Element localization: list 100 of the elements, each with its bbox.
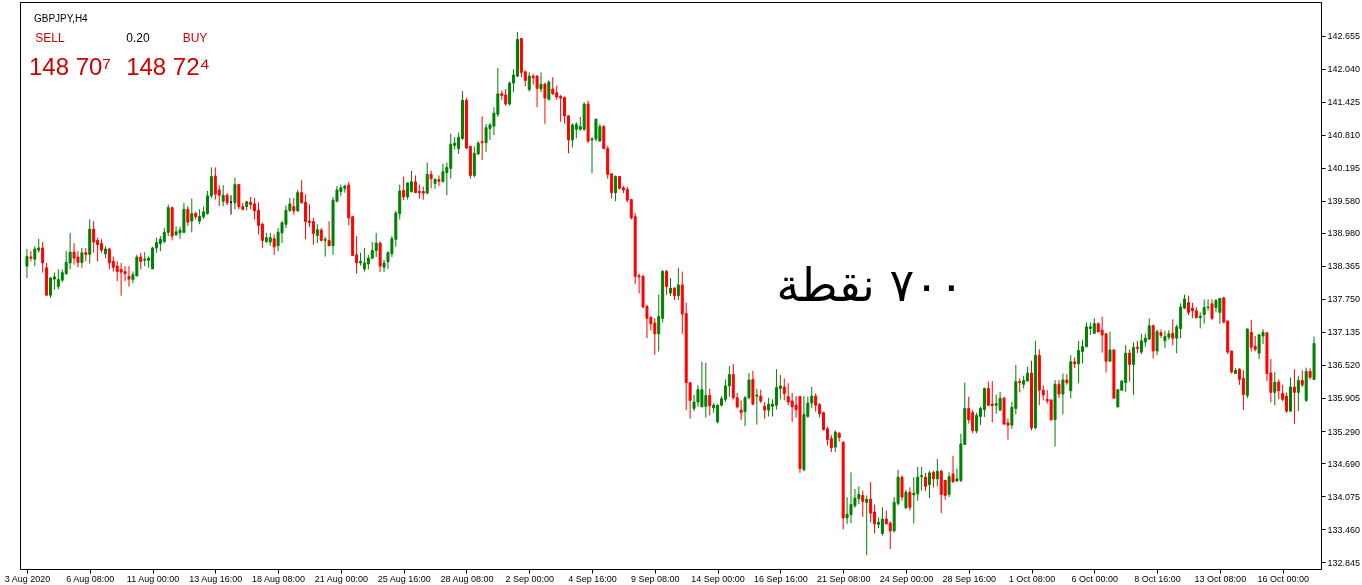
candlestick xyxy=(484,123,488,153)
candlestick xyxy=(425,162,429,195)
candlestick xyxy=(814,392,818,413)
candlestick xyxy=(1057,379,1061,399)
candlestick xyxy=(437,174,441,187)
candlestick xyxy=(56,268,60,290)
candlestick xyxy=(935,458,939,487)
candlestick xyxy=(80,247,84,269)
x-tick-label: 18 Aug 08:00 xyxy=(252,573,306,584)
y-tick-label: 133.460 xyxy=(1327,524,1361,535)
candlestick xyxy=(951,455,955,483)
candlestick xyxy=(861,490,865,518)
candlestick xyxy=(869,481,873,523)
y-tick-label: 140.810 xyxy=(1327,130,1361,141)
candlestick xyxy=(378,240,382,273)
candlestick xyxy=(1171,318,1175,346)
y-tick-label: 138.365 xyxy=(1327,261,1361,272)
x-tick-label: 13 Aug 16:00 xyxy=(189,573,243,584)
candlestick xyxy=(327,220,331,247)
candlestick xyxy=(221,184,225,207)
candlestick xyxy=(433,178,437,190)
y-tick-label: 132.845 xyxy=(1327,557,1361,568)
y-tick-label: 142.655 xyxy=(1327,31,1361,42)
annotation: 0.20 xyxy=(126,31,150,45)
candlestick xyxy=(1249,319,1253,353)
text: GBPJPY,H4 xyxy=(33,13,89,24)
x-tick-label: 25 Aug 16:00 xyxy=(377,573,431,584)
candlestick xyxy=(920,466,924,492)
candlestick xyxy=(908,486,912,511)
candlestick xyxy=(25,248,29,279)
candlestick xyxy=(1061,373,1065,415)
y-tick-label: 135.905 xyxy=(1327,393,1361,404)
candlestick xyxy=(782,377,786,401)
candlestick xyxy=(311,217,315,246)
candlestick xyxy=(849,471,853,524)
candlestick xyxy=(174,225,178,237)
candlestick xyxy=(535,74,539,108)
candlestick xyxy=(33,245,37,267)
candlestick xyxy=(727,365,731,398)
x-tick-label: 11 Aug 00:00 xyxy=(126,573,180,584)
candlestick xyxy=(1084,322,1088,348)
x-tick-label: 14 Sep 00:00 xyxy=(691,573,745,584)
candlestick xyxy=(559,94,563,123)
candlestick xyxy=(315,223,319,244)
candlestick xyxy=(900,475,904,502)
candlestick xyxy=(429,170,433,189)
candlestick xyxy=(904,489,908,510)
candlestick xyxy=(1163,330,1167,349)
candlestick xyxy=(213,166,217,201)
candlestick xyxy=(547,79,551,102)
candlestick xyxy=(676,267,680,301)
candlestick xyxy=(880,506,884,537)
candlestick xyxy=(982,387,986,418)
y-tick-label: 134.690 xyxy=(1327,458,1361,469)
candlestick xyxy=(1218,297,1222,325)
candlestick xyxy=(857,485,861,505)
candlestick xyxy=(72,242,76,266)
candlestick xyxy=(237,184,241,210)
candlestick xyxy=(1285,391,1289,414)
candlestick xyxy=(1296,375,1300,412)
x-tick-label: 13 Oct 08:00 xyxy=(1194,573,1247,584)
x-tick-label: 21 Aug 00:00 xyxy=(314,573,368,584)
candlestick xyxy=(774,368,778,411)
x-tick-label: 6 Aug 08:00 xyxy=(66,573,115,584)
candlestick xyxy=(986,381,990,407)
x-tick-label: 1 Oct 08:00 xyxy=(1008,573,1056,584)
candlestick xyxy=(888,520,892,550)
annotation: BUY xyxy=(182,31,208,45)
candlestick xyxy=(653,317,657,356)
candlestick xyxy=(119,262,123,297)
candlestick xyxy=(402,176,406,201)
candlestick xyxy=(1155,329,1159,356)
annotation: ٧٠٠ نقطة xyxy=(776,258,964,312)
x-tick-label: 28 Sep 16:00 xyxy=(942,573,997,584)
candlestick xyxy=(272,233,276,256)
candlestick xyxy=(865,494,869,556)
y-tick-label: 138.980 xyxy=(1327,228,1361,239)
candlestick xyxy=(190,198,194,233)
y-tick-label: 136.520 xyxy=(1327,360,1361,371)
y-tick-label: 134.075 xyxy=(1327,491,1361,502)
candlestick xyxy=(304,193,308,240)
candlestick xyxy=(1202,298,1206,325)
x-tick-label: 3 Aug 2020 xyxy=(4,573,51,584)
candlestick xyxy=(1128,348,1132,383)
y-tick-label: 137.750 xyxy=(1327,294,1361,305)
candlestick xyxy=(543,82,547,125)
x-tick-label: 8 Oct 16:00 xyxy=(1134,573,1181,584)
candlestick xyxy=(296,189,300,213)
candlestick xyxy=(916,466,920,502)
candlestick xyxy=(1139,333,1143,355)
candlestick xyxy=(29,250,33,262)
x-tick-label: 16 Oct 00:00 xyxy=(1257,573,1309,584)
y-tick-label: 137.135 xyxy=(1327,327,1361,338)
candlestick xyxy=(924,472,928,492)
x-tick-label: 16 Sep 16:00 xyxy=(754,573,808,584)
candlestick xyxy=(41,241,45,274)
candlestick xyxy=(323,236,327,258)
candlestick xyxy=(1147,317,1151,341)
candlestick xyxy=(472,145,476,179)
candlestick xyxy=(127,265,131,288)
